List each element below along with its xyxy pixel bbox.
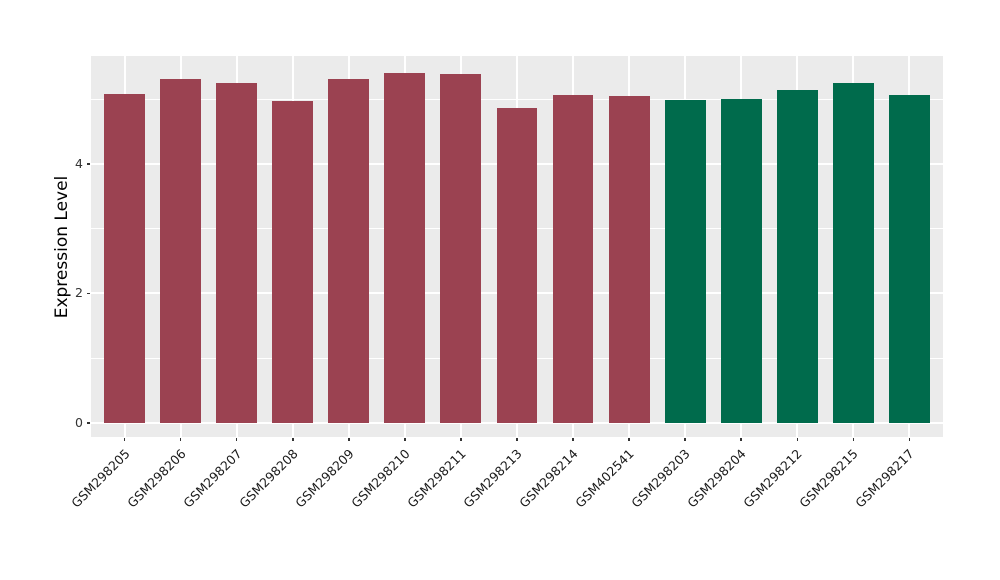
x-tick-label-text: GSM298208 bbox=[235, 446, 301, 511]
bar bbox=[160, 79, 202, 423]
bar bbox=[216, 82, 258, 423]
bar bbox=[496, 108, 538, 423]
y-tick-mark bbox=[87, 163, 90, 165]
y-tick-mark bbox=[87, 422, 90, 424]
bar bbox=[104, 94, 146, 423]
x-tick-mark bbox=[123, 438, 126, 441]
x-tick-label-text: GSM298214 bbox=[516, 446, 581, 511]
y-tick-label: 2 bbox=[75, 285, 83, 301]
x-tick-mark bbox=[460, 438, 462, 441]
x-tick-label-text: GSM402541 bbox=[572, 446, 637, 511]
x-tick-label-text: GSM298210 bbox=[348, 446, 413, 511]
x-tick-mark bbox=[404, 438, 406, 441]
y-axis-title: Expression Level bbox=[52, 175, 72, 318]
y-tick-label: 0 bbox=[75, 414, 83, 430]
x-tick-mark bbox=[179, 438, 182, 441]
x-tick-mark bbox=[796, 438, 798, 441]
x-tick-label-text: GSM298206 bbox=[123, 446, 189, 511]
x-tick-label-text: GSM298215 bbox=[796, 446, 861, 511]
x-tick-mark bbox=[684, 438, 686, 441]
x-tick-label-text: GSM298205 bbox=[67, 446, 133, 511]
bar bbox=[720, 98, 762, 423]
bar bbox=[664, 99, 706, 423]
x-tick-mark bbox=[908, 438, 911, 441]
bar bbox=[328, 79, 370, 423]
x-tick-mark bbox=[628, 438, 630, 441]
x-tick-mark bbox=[572, 438, 574, 441]
x-tick-label-text: GSM298217 bbox=[852, 446, 917, 511]
y-tick-label: 4 bbox=[75, 156, 83, 172]
plot-panel bbox=[91, 56, 943, 437]
x-tick-label-text: GSM298211 bbox=[404, 446, 469, 511]
bar bbox=[272, 100, 314, 423]
bar bbox=[888, 95, 930, 423]
x-tick-mark bbox=[348, 438, 350, 441]
x-tick-label-text: GSM298203 bbox=[628, 446, 693, 511]
bar bbox=[384, 73, 426, 423]
x-tick-label-text: GSM298212 bbox=[740, 446, 805, 511]
x-tick-label-text: GSM298207 bbox=[179, 446, 245, 511]
bar bbox=[440, 74, 482, 423]
x-tick-label-text: GSM298209 bbox=[291, 446, 357, 511]
x-tick-label-text: GSM298204 bbox=[684, 446, 749, 511]
x-tick-mark bbox=[292, 438, 294, 441]
bar bbox=[832, 83, 874, 423]
bar bbox=[608, 96, 650, 423]
x-tick-mark bbox=[235, 438, 238, 441]
x-tick-mark bbox=[852, 438, 855, 441]
y-tick-mark bbox=[87, 292, 90, 295]
x-tick-mark bbox=[516, 438, 518, 441]
x-tick-label-text: GSM298213 bbox=[460, 446, 525, 511]
bar bbox=[552, 95, 594, 423]
x-tick-mark bbox=[740, 438, 742, 441]
bar bbox=[776, 89, 818, 423]
